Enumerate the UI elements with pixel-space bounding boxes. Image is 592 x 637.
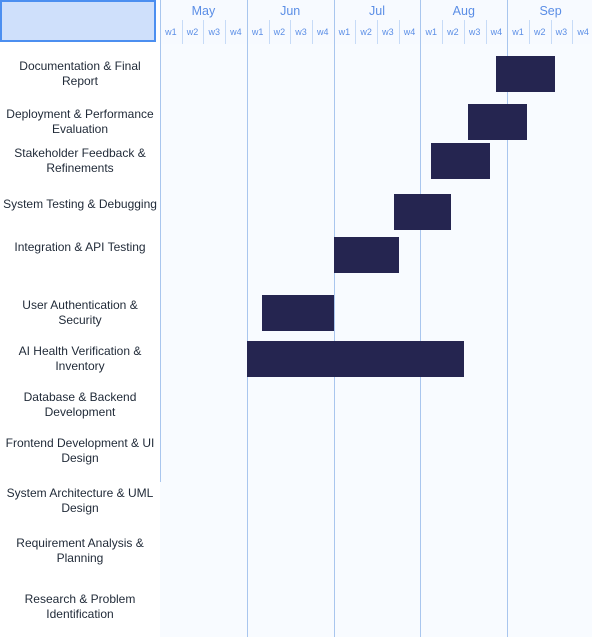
- task-bar[interactable]: [431, 143, 490, 179]
- task-bar[interactable]: [496, 56, 555, 92]
- week-label: w2: [186, 27, 199, 37]
- week-gridline: [268, 20, 270, 44]
- task-bar[interactable]: [468, 104, 527, 140]
- task-label: Requirement Analysis & Planning: [16, 536, 144, 565]
- month-label: Jun: [280, 4, 301, 18]
- month-gridline: [333, 0, 335, 637]
- month-gridline: [507, 0, 509, 637]
- week-gridline: [442, 20, 444, 44]
- week-gridline: [398, 20, 400, 44]
- week-label: w2: [273, 27, 286, 37]
- week-label: w1: [425, 27, 437, 37]
- week-label: w3: [468, 27, 481, 37]
- task-label: System Architecture & UML Design: [6, 486, 154, 515]
- task-label: Integration & API Testing: [14, 240, 146, 254]
- week-gridline: [290, 20, 292, 44]
- week-label: w3: [555, 27, 568, 37]
- week-gridline: [485, 20, 487, 44]
- task-label: User Authentication & Security: [22, 298, 138, 327]
- week-gridline: [572, 20, 574, 44]
- week-gridline: [528, 20, 530, 44]
- task-label: System Testing & Debugging: [3, 197, 157, 211]
- task-label: Research & Problem Identification: [24, 592, 136, 621]
- task-label: Stakeholder Feedback & Refinements: [14, 146, 146, 175]
- week-label: w1: [512, 27, 524, 37]
- week-gridline: [550, 20, 552, 44]
- month-gridline: [246, 0, 248, 637]
- week-gridline: [203, 20, 205, 44]
- week-label: w4: [403, 27, 416, 37]
- task-label: Database & Backend Development: [23, 390, 137, 419]
- week-label: w3: [208, 27, 220, 37]
- task-label: Deployment & Performance Evaluation: [6, 107, 154, 136]
- timeline-start-line: [160, 0, 161, 482]
- week-label: w3: [295, 27, 307, 37]
- week-label: w3: [382, 27, 394, 37]
- month-label: Aug: [452, 4, 475, 18]
- week-label: w1: [251, 27, 264, 37]
- month-label: Jul: [369, 4, 385, 18]
- week-label: w1: [165, 27, 177, 37]
- week-gridline: [181, 20, 183, 44]
- week-label: w4: [490, 27, 503, 37]
- header-corner-cell[interactable]: [0, 0, 156, 42]
- week-label: w1: [338, 27, 351, 37]
- week-gridline: [225, 20, 227, 44]
- task-label-column: [0, 44, 160, 637]
- week-label: w2: [447, 27, 459, 37]
- task-bar[interactable]: [246, 341, 464, 377]
- week-label: w4: [230, 27, 242, 37]
- week-gridline: [377, 20, 378, 44]
- week-gridline: [355, 20, 357, 44]
- month-label: Sep: [539, 4, 562, 18]
- task-bar[interactable]: [261, 295, 334, 331]
- task-label: Documentation & Final Report: [19, 59, 141, 88]
- week-label: w2: [533, 27, 546, 37]
- week-label: w2: [360, 27, 372, 37]
- week-gridline: [463, 20, 465, 44]
- task-bar[interactable]: [394, 194, 451, 230]
- week-label: w4: [577, 27, 589, 37]
- plot-area: [160, 44, 592, 637]
- task-label: AI Health Verification & Inventory: [18, 344, 142, 373]
- task-label: Frontend Development & UI Design: [5, 436, 155, 465]
- week-gridline: [311, 20, 313, 44]
- month-label: May: [191, 4, 216, 18]
- task-bar[interactable]: [333, 237, 399, 273]
- month-gridline: [420, 0, 422, 637]
- week-label: w4: [316, 27, 329, 37]
